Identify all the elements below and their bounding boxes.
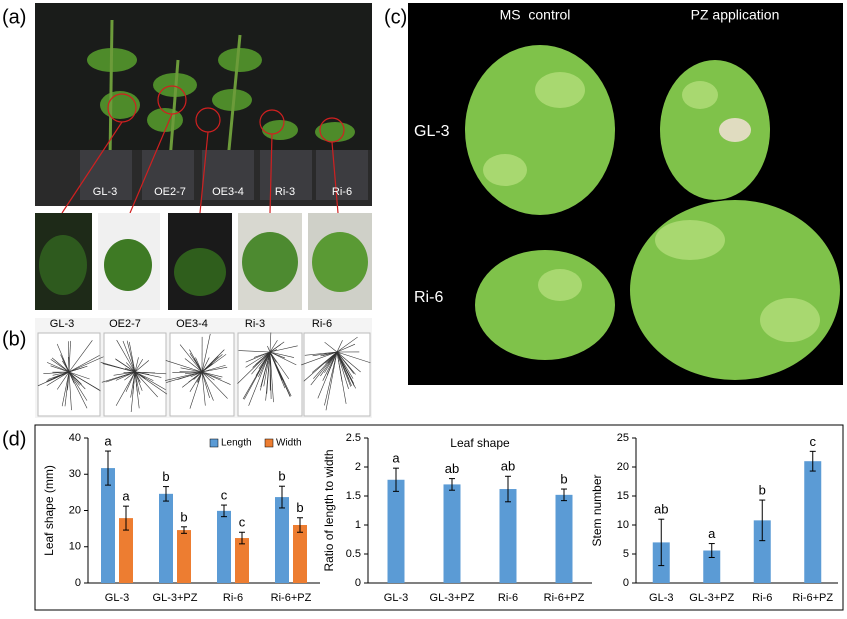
x-tick-label: Ri-6 — [223, 592, 243, 604]
bar — [217, 511, 231, 583]
x-tick-label: GL-3+PZ — [689, 592, 734, 604]
panel-label: (a) — [2, 6, 26, 28]
y-tick-label: 15 — [617, 490, 629, 502]
root-frame — [304, 333, 370, 416]
x-tick-label: Ri-6 — [752, 592, 772, 604]
significance-letter: ab — [654, 502, 668, 517]
significance-letter: a — [104, 433, 112, 448]
bar — [556, 495, 573, 583]
significance-letter: ab — [445, 461, 459, 476]
y-tick-label: 20 — [617, 461, 629, 473]
significance-letter: b — [180, 509, 187, 524]
x-tick-label: Ri-6+PZ — [792, 592, 833, 604]
pot-label: Ri-6 — [332, 186, 352, 198]
line-label: OE3-4 — [176, 318, 208, 330]
y-tick-label: 0.5 — [346, 548, 361, 560]
x-tick-label: Ri-6+PZ — [544, 592, 585, 604]
y-tick-label: 10 — [617, 519, 629, 531]
bar — [177, 530, 191, 583]
significance-letter: b — [278, 469, 285, 484]
significance-letter: c — [239, 515, 246, 530]
y-axis-label: Stem number — [590, 474, 604, 546]
y-tick-label: 25 — [617, 432, 629, 444]
significance-letter: b — [296, 500, 303, 515]
chart-title: Leaf shape — [450, 436, 510, 450]
y-tick-label: 40 — [69, 432, 81, 444]
x-tick-label: Ri-6 — [498, 592, 518, 604]
y-axis-label: Leaf shape (mm) — [42, 465, 56, 556]
pot-label: Ri-3 — [275, 186, 295, 198]
legend-swatch — [210, 439, 218, 447]
significance-letter: ab — [501, 459, 515, 474]
column-label: MS control — [500, 7, 571, 23]
y-tick-label: 0 — [623, 577, 629, 589]
significance-letter: a — [708, 526, 716, 541]
significance-letter: b — [560, 471, 567, 486]
y-tick-label: 1.5 — [346, 490, 361, 502]
legend-swatch — [265, 439, 273, 447]
photo-a-zoom — [35, 213, 372, 310]
photo-c — [408, 3, 843, 385]
pot-label: GL-3 — [93, 186, 117, 198]
x-tick-label: GL-3 — [649, 592, 673, 604]
bar — [159, 494, 173, 583]
y-tick-label: 1 — [355, 519, 361, 531]
photo-b — [35, 318, 372, 418]
significance-letter: a — [392, 451, 400, 466]
line-label: Ri-6 — [312, 318, 332, 330]
x-tick-label: Ri-6+PZ — [271, 592, 312, 604]
y-tick-label: 2.5 — [346, 432, 361, 444]
x-tick-label: GL-3+PZ — [153, 592, 198, 604]
y-tick-label: 2 — [355, 461, 361, 473]
legend-label: Length — [221, 438, 252, 449]
bar — [444, 484, 461, 583]
panel-label: (c) — [384, 6, 407, 28]
bar — [293, 525, 307, 583]
bar — [235, 538, 249, 583]
y-tick-label: 5 — [623, 548, 629, 560]
line-label: OE2-7 — [109, 318, 141, 330]
y-axis-label: Ratio of length to width — [322, 449, 336, 571]
panel-label: (d) — [2, 428, 26, 450]
y-tick-label: 0 — [355, 577, 361, 589]
bar — [500, 489, 517, 583]
significance-letter: c — [221, 488, 228, 503]
legend-label: Width — [276, 438, 302, 449]
photo-a — [35, 3, 372, 213]
x-tick-label: GL-3 — [105, 592, 129, 604]
pot-label: OE2-7 — [154, 186, 186, 198]
column-label: PZ application — [691, 7, 780, 23]
y-tick-label: 30 — [69, 468, 81, 480]
significance-letter: b — [759, 482, 766, 497]
bar — [388, 480, 405, 583]
y-tick-label: 0 — [75, 577, 81, 589]
line-label: Ri-3 — [245, 318, 265, 330]
row-label: GL-3 — [414, 123, 450, 140]
significance-letter: b — [162, 469, 169, 484]
pot-label: OE3-4 — [212, 186, 244, 198]
bar — [275, 497, 289, 583]
y-tick-label: 20 — [69, 504, 81, 516]
line-label: GL-3 — [50, 318, 74, 330]
x-tick-label: GL-3+PZ — [430, 592, 475, 604]
panel-label: (b) — [2, 328, 26, 350]
y-tick-label: 10 — [69, 541, 81, 553]
bar — [804, 461, 821, 583]
row-label: Ri-6 — [414, 289, 443, 306]
significance-letter: a — [122, 489, 130, 504]
panel-d-frame — [35, 425, 843, 610]
x-tick-label: GL-3 — [384, 592, 408, 604]
significance-letter: c — [810, 434, 817, 449]
